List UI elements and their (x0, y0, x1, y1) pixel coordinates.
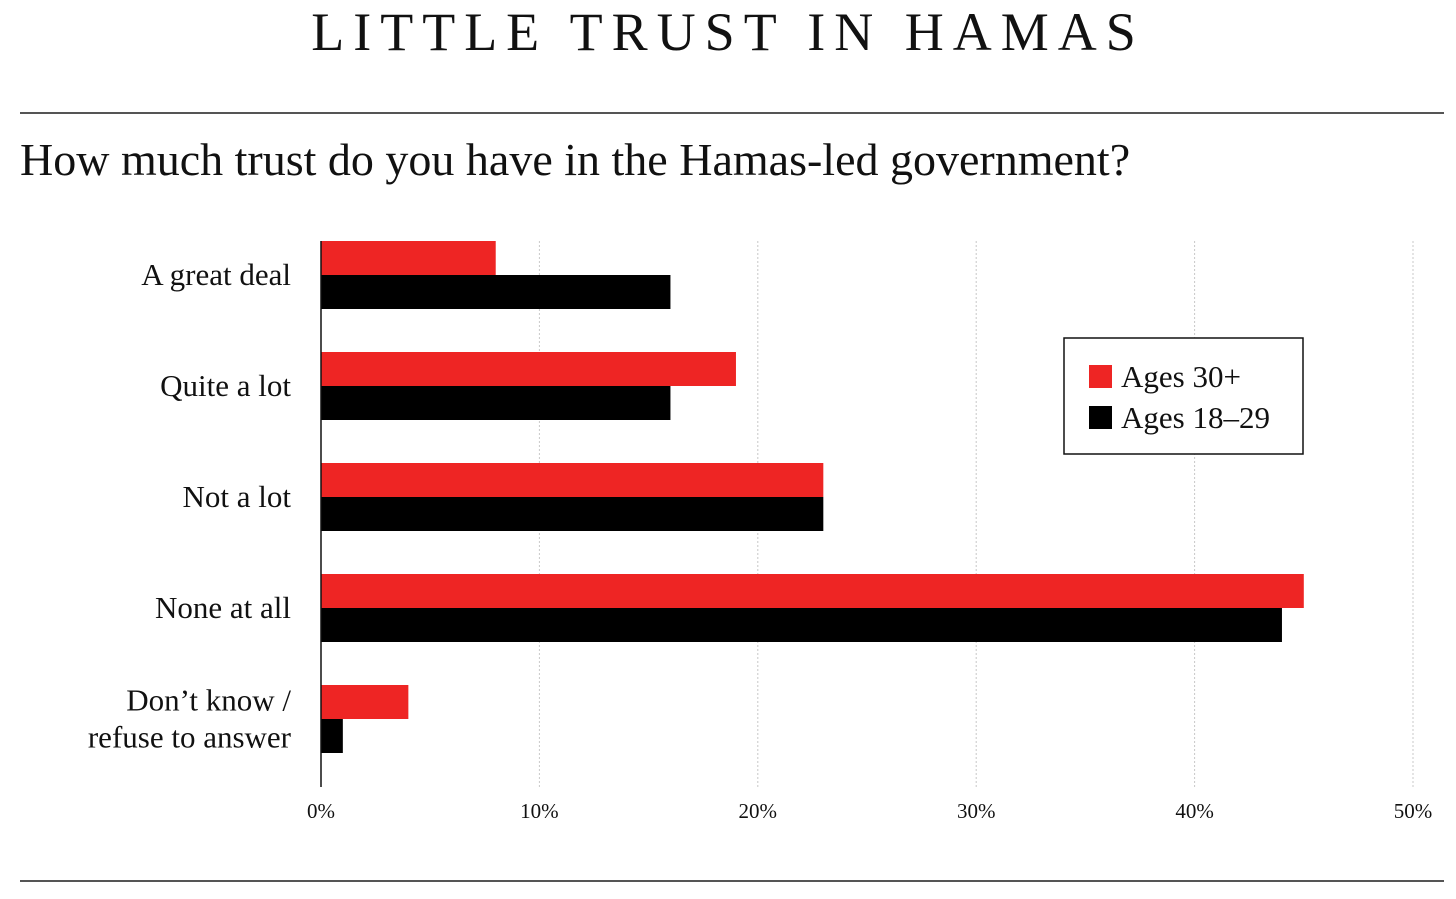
legend-label-1: Ages 18–29 (1121, 400, 1270, 435)
bar-3-series-0 (321, 574, 1304, 608)
bar-3-series-1 (321, 608, 1282, 642)
x-tick-label-40: 40% (1175, 799, 1214, 823)
bar-0-series-1 (321, 275, 671, 309)
x-tick-label-10: 10% (520, 799, 559, 823)
legend: Ages 30+ Ages 18–29 (1063, 337, 1304, 455)
legend-box (1063, 337, 1304, 455)
legend-swatch-1 (1089, 406, 1112, 429)
x-axis-ticks: 0% 10% 20% 30% 40% 50% (307, 799, 1432, 823)
top-divider (20, 112, 1444, 114)
chart-subtitle: How much trust do you have in the Hamas-… (20, 134, 1131, 185)
bar-2-series-0 (321, 463, 824, 497)
bar-4-series-1 (321, 719, 343, 753)
x-tick-label-0: 0% (307, 799, 335, 823)
category-label-0: A great deal (141, 257, 291, 292)
x-tick-label-20: 20% (739, 799, 778, 823)
x-tick-label-30: 30% (957, 799, 996, 823)
legend-label-0: Ages 30+ (1121, 359, 1241, 394)
legend-swatch-0 (1089, 365, 1112, 388)
category-label-3: None at all (155, 590, 291, 625)
category-label-4-line-0: Don’t know / (126, 683, 291, 718)
bar-2-series-1 (321, 497, 824, 531)
bar-1-series-0 (321, 352, 736, 386)
bar-1-series-1 (321, 386, 671, 420)
category-label-1: Quite a lot (160, 368, 291, 403)
bar-4-series-0 (321, 685, 409, 719)
category-label-4-line-1: refuse to answer (88, 720, 292, 755)
bar-0-series-0 (321, 241, 496, 275)
bars (321, 241, 1304, 753)
x-tick-label-50: 50% (1394, 799, 1433, 823)
category-labels: A great deal Quite a lot Not a lot None at … (88, 257, 292, 755)
category-label-2: Not a lot (183, 479, 292, 514)
bottom-divider (20, 880, 1444, 882)
chart-title: LITTLE TRUST IN HAMAS (311, 2, 1145, 62)
